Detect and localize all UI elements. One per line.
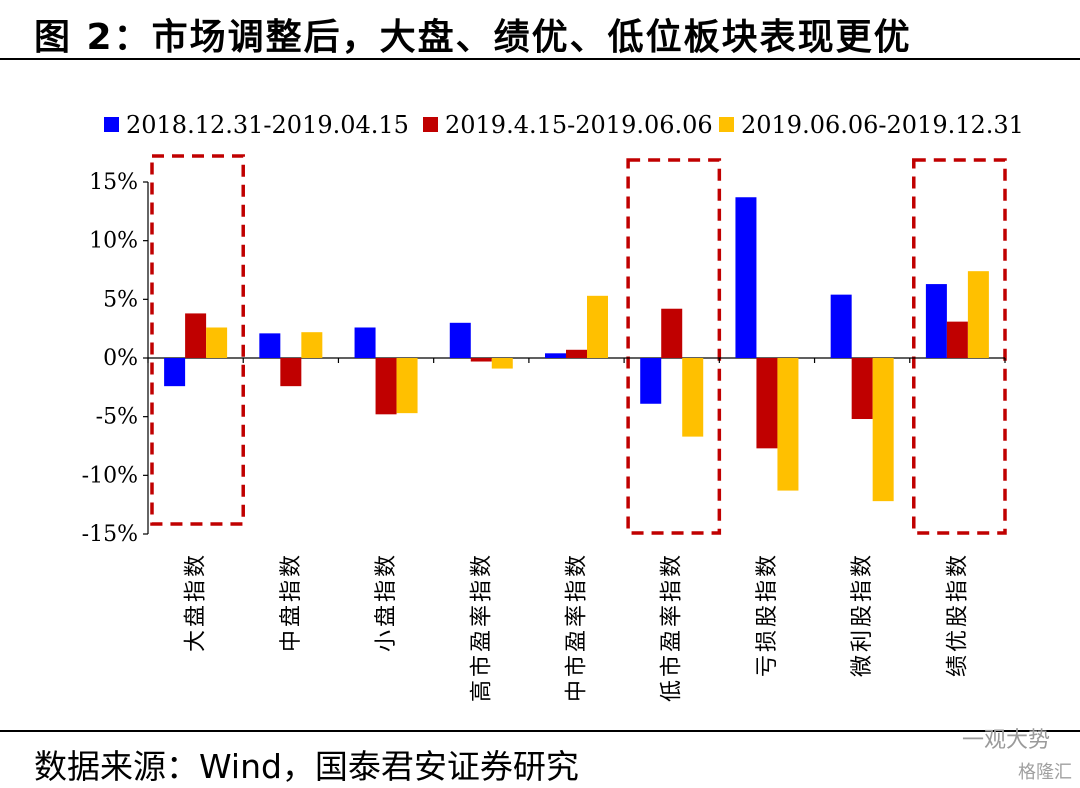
legend-label: 2019.4.15-2019.06.06 [445,111,713,139]
category-label: 中盘指数 [279,552,304,652]
bar [280,358,302,387]
bar [946,321,968,358]
category-label: 中市盈率指数 [565,552,590,702]
y-tick-label: 15% [89,170,138,195]
bar [777,358,799,491]
category-label: 绩优股指数 [945,552,970,677]
bar [566,349,587,358]
bar [396,358,418,414]
bar [301,332,323,358]
bar [545,353,566,358]
legend-label: 2018.12.31-2019.04.15 [126,111,409,139]
bar [185,313,207,358]
bar [491,358,513,369]
source-note: 数据来源：Wind，国泰君安证券研究 [34,747,579,786]
y-tick-label: -5% [96,405,138,430]
title-bar: 图 2：市场调整后，大盘、绩优、低位板块表现更优 [0,0,1080,64]
bar [851,358,873,420]
bar [164,358,186,387]
bar [925,284,947,358]
y-tick-label: 0% [103,346,138,371]
category-label: 微利股指数 [850,552,875,677]
bar [470,358,492,362]
bar [640,358,662,404]
bar [682,358,704,437]
title-rule [0,58,1080,60]
page-title: 图 2：市场调整后，大盘、绩优、低位板块表现更优 [34,17,912,58]
chart: 15% 10% 5% 0% -5% -10% -15% 大盘指数 中盘指数 小盘指数 高市盈率指数 中… [82,111,1024,702]
highlight-box [912,158,1007,535]
bar [587,295,608,358]
category-label: 亏损股指数 [755,552,780,677]
bar [967,271,989,358]
category-label: 小盘指数 [374,552,399,652]
category-label: 高市盈率指数 [469,552,494,702]
legend-label: 2019.06.06-2019.12.31 [741,111,1024,139]
bar [259,333,281,358]
bar [375,358,397,415]
watermark-brand: 格隆汇 [1018,762,1072,783]
y-tick-label: -10% [82,463,138,488]
bar [872,358,894,502]
category-label: 低市盈率指数 [660,552,685,702]
bar [206,327,228,358]
category-label: 大盘指数 [184,552,209,652]
y-tick-label: -15% [82,522,138,547]
footer-rule [0,730,1080,732]
highlight-box [626,158,722,535]
bar [735,197,757,358]
bar [354,327,376,358]
highlight-box [150,154,245,526]
bar [830,294,852,358]
legend-swatch [423,117,438,132]
watermark-text: 一观大势 [961,728,1050,753]
bar [756,358,778,449]
y-tick-label: 5% [103,287,138,312]
y-tick-label: 10% [89,229,138,254]
bar [661,308,683,358]
bar [449,322,471,358]
legend-swatch [719,117,734,132]
legend-swatch [104,117,119,132]
